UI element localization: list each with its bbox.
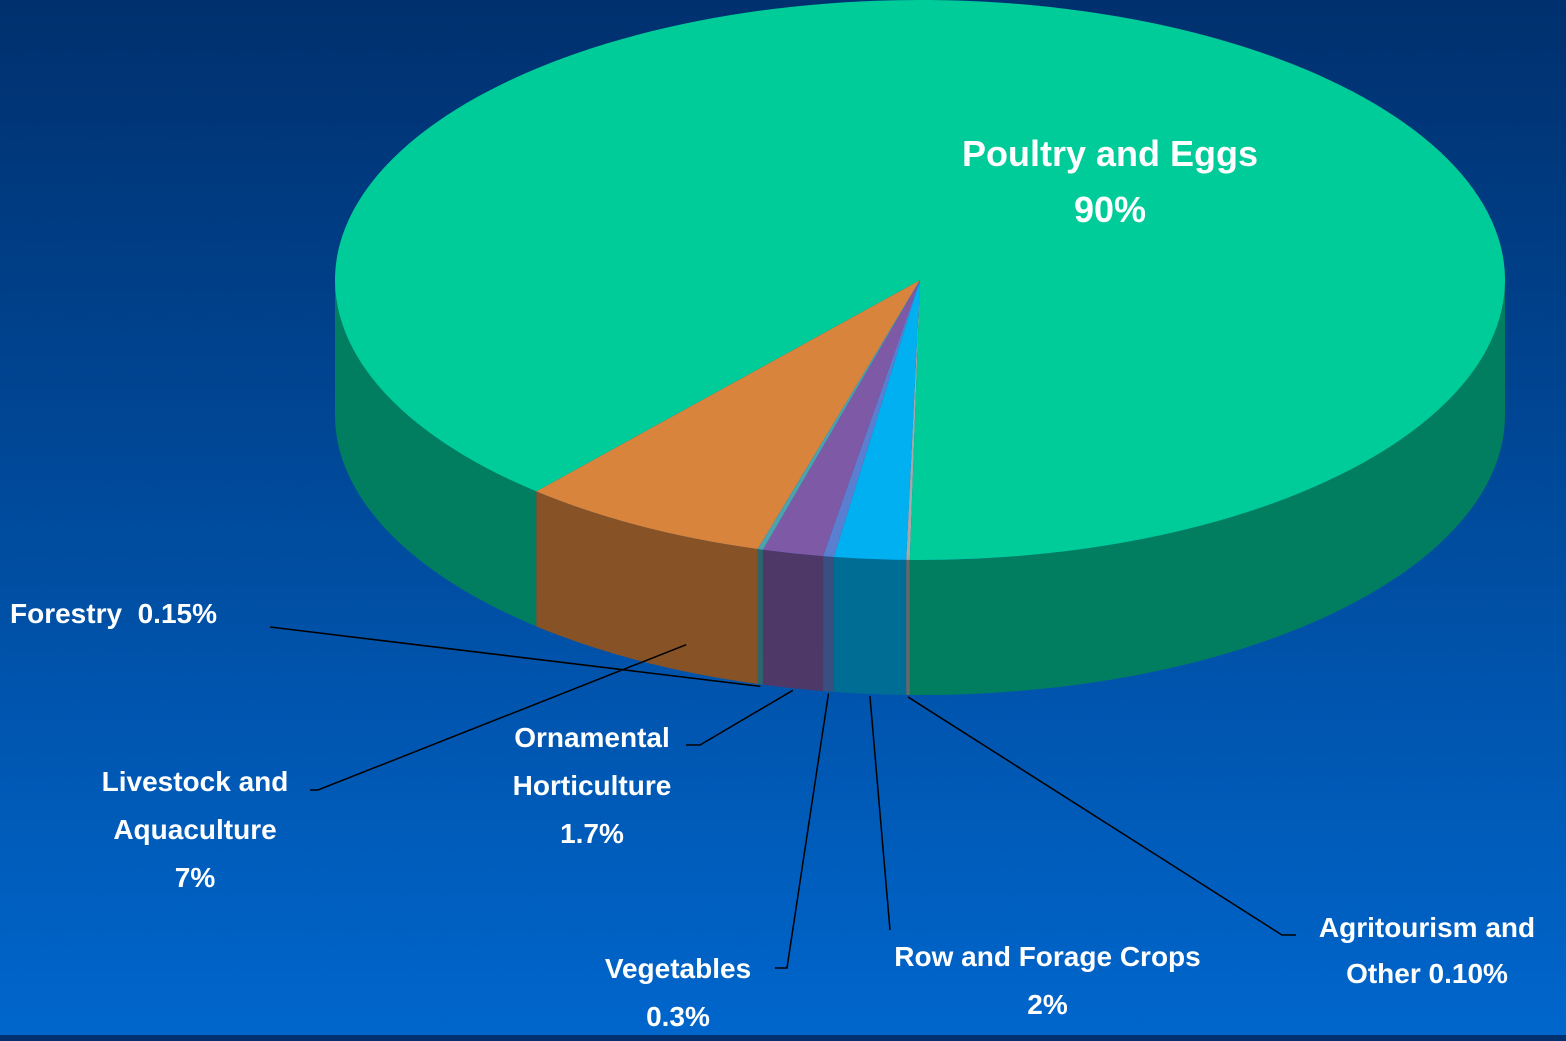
category-label: Poultry and Eggs <box>961 133 1259 174</box>
value-label: 0.3% <box>646 1001 710 1032</box>
slice <box>823 280 920 557</box>
slice-side <box>909 280 1505 695</box>
slice-side <box>823 556 834 692</box>
slice-label: Vegetables 0.3% <box>578 945 778 1041</box>
slice-side <box>757 549 763 685</box>
category-label: Agritourism and Other <box>1318 912 1536 989</box>
value-label: 1.7% <box>560 818 624 849</box>
slice-label: Agritourism and Other 0.10% <box>1282 905 1566 997</box>
slice <box>762 280 920 557</box>
leader-line <box>269 626 761 688</box>
slice-label: Poultry and Eggs 90% <box>930 126 1290 238</box>
category-label: Forestry <box>10 598 123 629</box>
slice-label: Ornamental Horticulture 1.7% <box>482 714 702 858</box>
leader-line <box>310 643 687 791</box>
slice-label: Livestock and Aquaculture 7% <box>70 758 320 902</box>
category-label: Vegetables <box>604 953 752 984</box>
slice-side <box>833 556 907 695</box>
slice-side <box>906 559 910 695</box>
leader-line <box>869 695 891 931</box>
slice <box>906 280 920 560</box>
slice-label: Row and Forage Crops 2% <box>850 933 1245 1029</box>
slice <box>536 280 920 550</box>
slice-side <box>335 280 537 627</box>
slice-side <box>536 491 758 685</box>
slice <box>334 0 1505 560</box>
leader-line <box>775 693 830 969</box>
leader-line <box>686 689 794 746</box>
leader-line <box>907 696 1296 936</box>
slice-label: Forestry 0.15% <box>10 590 280 638</box>
value-label: 0.10% <box>1428 958 1508 989</box>
slice <box>833 280 920 560</box>
value-label: 0.15% <box>137 598 218 629</box>
value-label: 2% <box>1027 989 1068 1020</box>
slice <box>757 280 920 550</box>
category-label: Livestock and Aquaculture <box>101 766 289 845</box>
value-label: 90% <box>1073 189 1147 230</box>
category-label: Row and Forage Crops <box>894 941 1201 972</box>
category-label: Ornamental Horticulture <box>512 722 672 801</box>
slice-side <box>762 549 824 692</box>
value-label: 7% <box>174 862 216 893</box>
